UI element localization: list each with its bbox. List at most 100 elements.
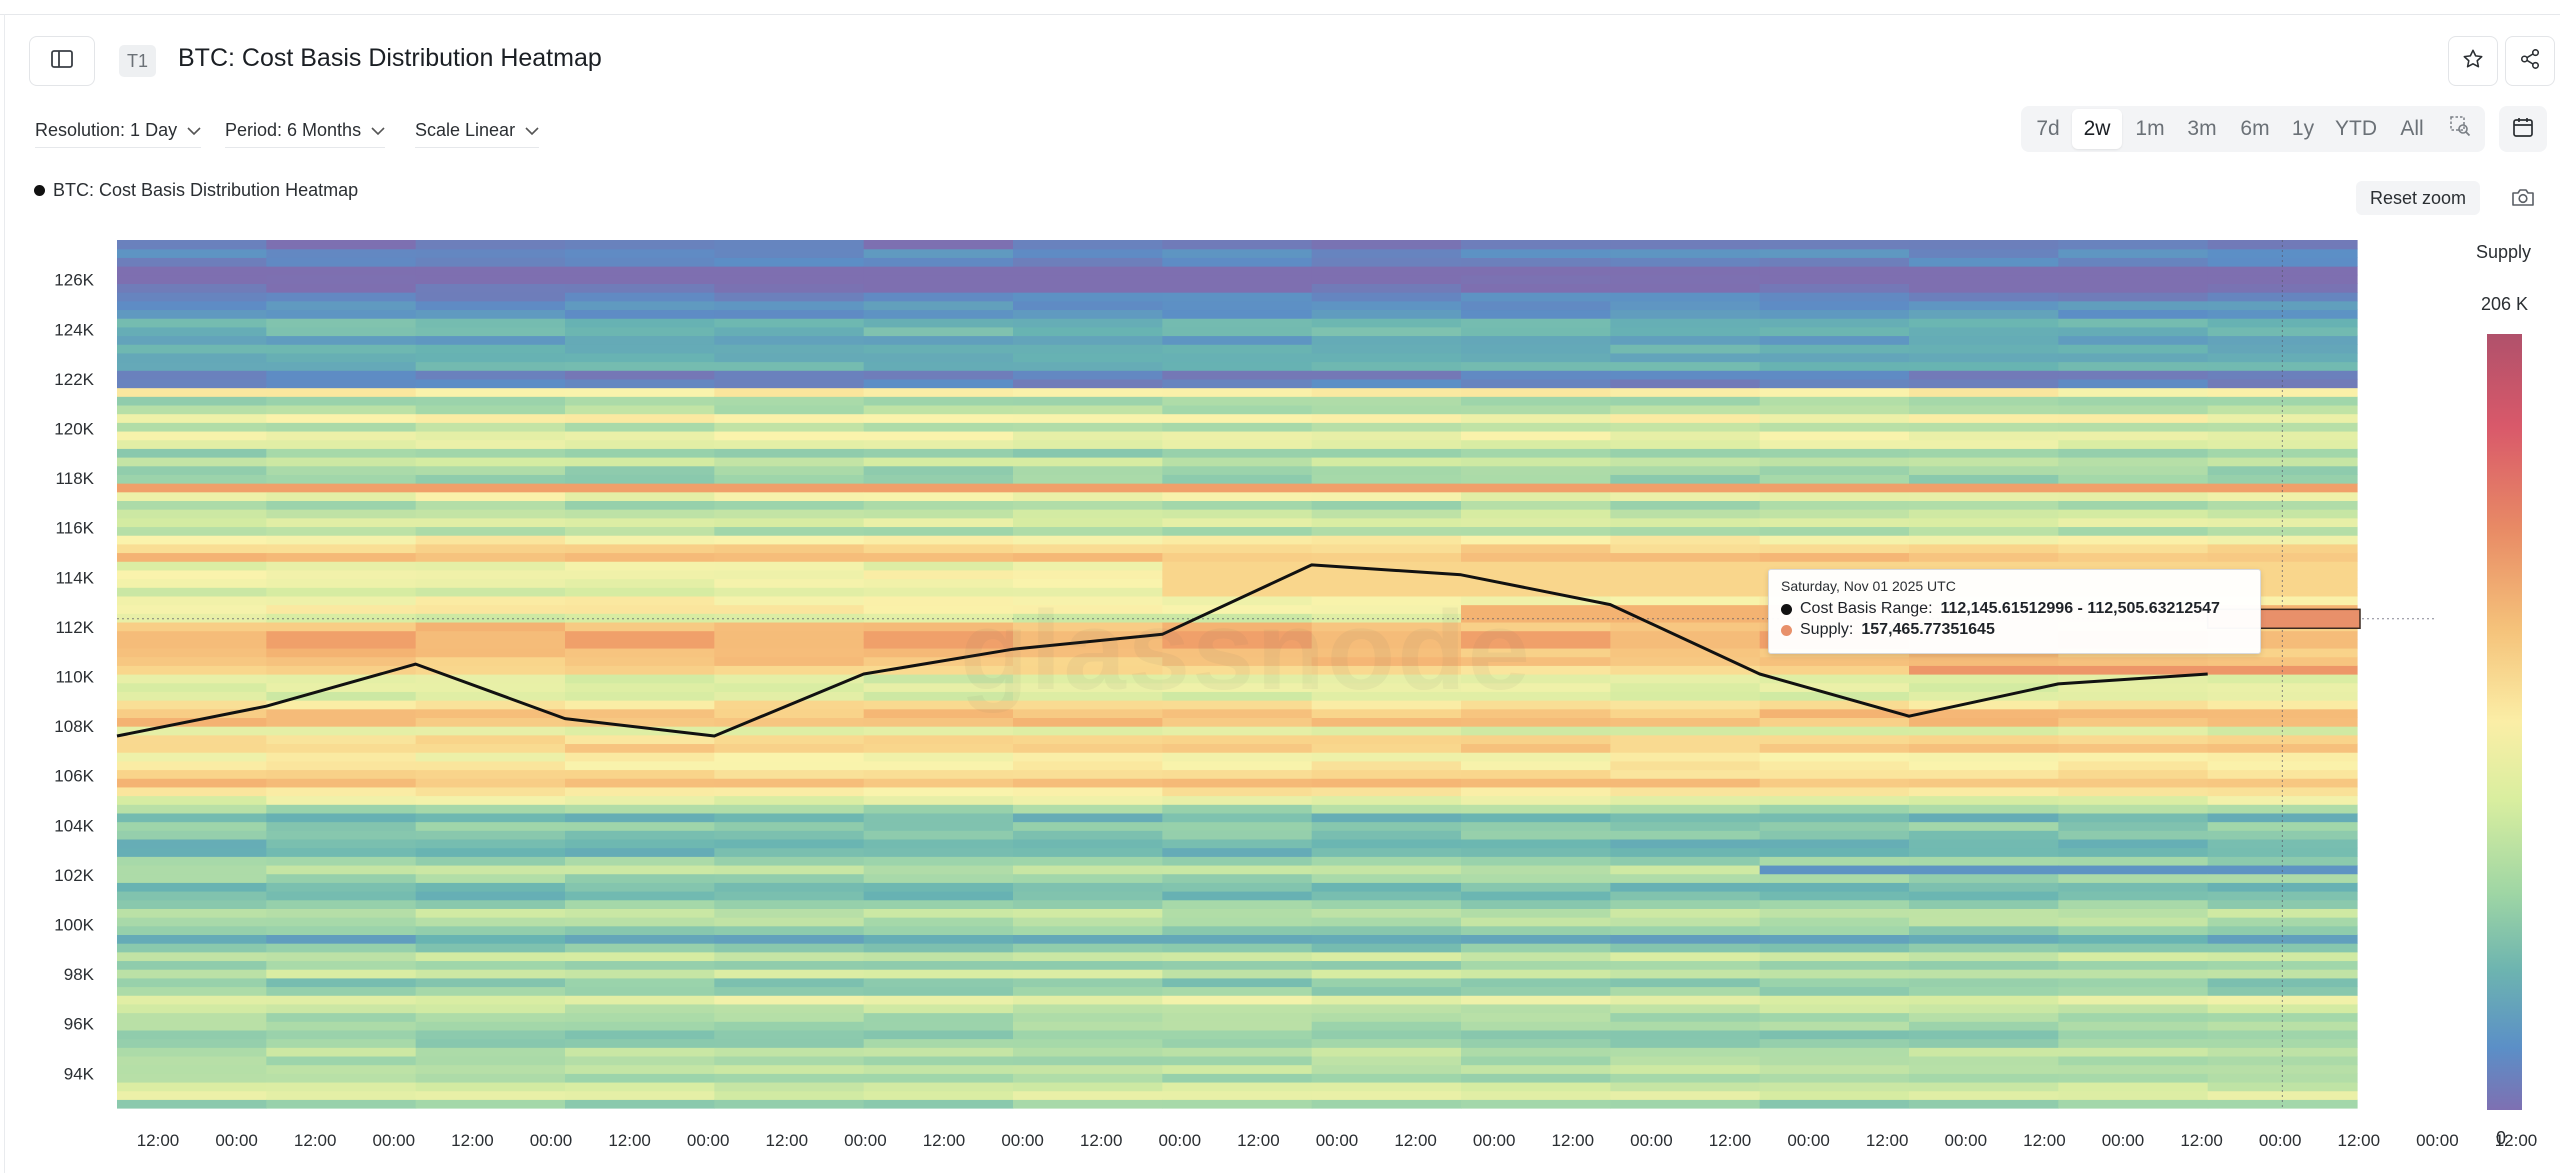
heatmap-cell	[2058, 561, 2209, 571]
heatmap-cell	[1013, 352, 1163, 363]
heatmap-cell	[1311, 500, 1462, 510]
resolution-dropdown[interactable]: Resolution: 1 Day	[35, 120, 202, 148]
heatmap-cell	[1461, 292, 1611, 302]
range-1m-button[interactable]: 1m	[2135, 117, 2165, 140]
range-7d-button[interactable]: 7d	[2036, 117, 2060, 140]
heatmap-cell	[1759, 951, 1910, 962]
heatmap-cell	[714, 682, 865, 692]
heatmap-cell	[1461, 925, 1611, 935]
heatmap-cell	[117, 413, 267, 423]
heatmap-cell	[117, 882, 267, 892]
y-tick-label: 108K	[54, 717, 94, 736]
heatmap-cell	[2058, 439, 2209, 449]
heatmap-cell	[1013, 561, 1163, 571]
heatmap-cell	[1013, 422, 1163, 432]
heatmap-cell	[415, 396, 566, 406]
heatmap-cell	[565, 613, 715, 623]
heatmap-cell	[1610, 986, 1761, 996]
heatmap-cell	[863, 847, 1014, 857]
heatmap-cell	[863, 1081, 1014, 1092]
heatmap-cell	[1461, 969, 1611, 979]
heatmap-cell	[2207, 248, 2358, 258]
period-dropdown[interactable]: Period: 6 Months	[225, 120, 386, 148]
heatmap-cell	[1311, 257, 1462, 267]
heatmap-cell	[2207, 309, 2358, 319]
heatmap-cell	[1013, 404, 1163, 415]
chart-legend[interactable]: BTC: Cost Basis Distribution Heatmap	[34, 180, 358, 201]
heatmap-cell	[1610, 335, 1761, 345]
heatmap-cell	[863, 378, 1014, 389]
heatmap-cell	[714, 786, 865, 797]
heatmap-cell	[863, 891, 1014, 901]
heatmap-cell	[117, 995, 267, 1005]
heatmap-cell	[1162, 292, 1313, 302]
heatmap-cell	[565, 838, 715, 849]
heatmap-cell	[1461, 821, 1611, 831]
heatmap-cell	[266, 873, 417, 883]
heatmap-cell	[1610, 535, 1761, 545]
heatmap-cell	[1461, 621, 1611, 632]
heatmap-cell	[117, 1055, 267, 1066]
favorite-button[interactable]	[2448, 36, 2498, 86]
heatmap-cell	[1311, 969, 1462, 979]
range-2w-button[interactable]: 2w	[2072, 109, 2122, 149]
heatmap-cell	[2058, 274, 2209, 284]
scale-dropdown[interactable]: Scale Linear	[415, 120, 540, 148]
y-tick-label: 106K	[54, 767, 94, 786]
heatmap-cell	[415, 370, 566, 380]
heatmap-cell	[863, 587, 1014, 597]
range-ytd-button[interactable]: YTD	[2335, 117, 2377, 140]
date-picker-button[interactable]	[2499, 106, 2547, 152]
star-icon	[2462, 48, 2484, 75]
heatmap-cell	[117, 908, 267, 918]
range-1y-button[interactable]: 1y	[2291, 117, 2315, 140]
heatmap-cell	[714, 960, 865, 970]
heatmap-cell	[1909, 795, 2059, 805]
heatmap-cell	[1461, 1047, 1611, 1057]
sidebar-toggle-button[interactable]	[29, 36, 95, 86]
heatmap-cell	[565, 630, 715, 640]
reset-zoom-button[interactable]: Reset zoom	[2356, 181, 2480, 215]
heatmap-cell	[2207, 517, 2358, 528]
heatmap-cell	[1610, 483, 1761, 493]
heatmap-cell	[2207, 1064, 2358, 1074]
heatmap-cell	[714, 908, 865, 918]
heatmap-cell	[266, 1012, 417, 1022]
heatmap-cell	[1013, 552, 1163, 562]
heatmap-cell	[1610, 274, 1761, 284]
range-all-button[interactable]: All	[2400, 117, 2424, 140]
range-3m-button[interactable]: 3m	[2187, 117, 2217, 140]
heatmap-cell	[2207, 734, 2358, 745]
tooltip-range-row: Cost Basis Range: 112,145.61512996 - 112…	[1781, 600, 2248, 618]
heatmap-cell	[565, 448, 715, 458]
heatmap-cell	[415, 517, 566, 528]
share-button[interactable]	[2505, 36, 2555, 86]
heatmap-cell	[863, 561, 1014, 571]
heatmap-cell	[1311, 847, 1462, 857]
heatmap-cell	[714, 430, 865, 441]
heatmap-cell	[415, 483, 566, 493]
heatmap-cell	[1610, 726, 1761, 736]
heatmap-cell	[1759, 552, 1910, 562]
heatmap-cell	[863, 804, 1014, 814]
x-tick-label: 00:00	[687, 1131, 730, 1150]
heatmap-cell	[2207, 778, 2358, 788]
range-6m-button[interactable]: 6m	[2240, 117, 2270, 140]
screenshot-button[interactable]	[2506, 182, 2540, 216]
heatmap-cell	[714, 274, 865, 284]
heatmap-cell	[1162, 561, 1313, 571]
heatmap-cell	[1461, 613, 1611, 623]
heatmap-cell	[2207, 387, 2358, 397]
heatmap-cell	[2058, 283, 2209, 293]
zoom-select-button[interactable]	[2440, 109, 2480, 149]
heatmap-cell	[1162, 951, 1313, 962]
heatmap-cell	[1162, 821, 1313, 831]
heatmap-cell	[117, 917, 267, 927]
heatmap-cell	[117, 483, 267, 493]
heatmap-cell	[863, 1012, 1014, 1022]
heatmap-cell	[565, 943, 715, 953]
heatmap-cell	[415, 838, 566, 849]
heatmap-cell	[1909, 274, 2059, 284]
heatmap-cell	[1162, 786, 1313, 797]
